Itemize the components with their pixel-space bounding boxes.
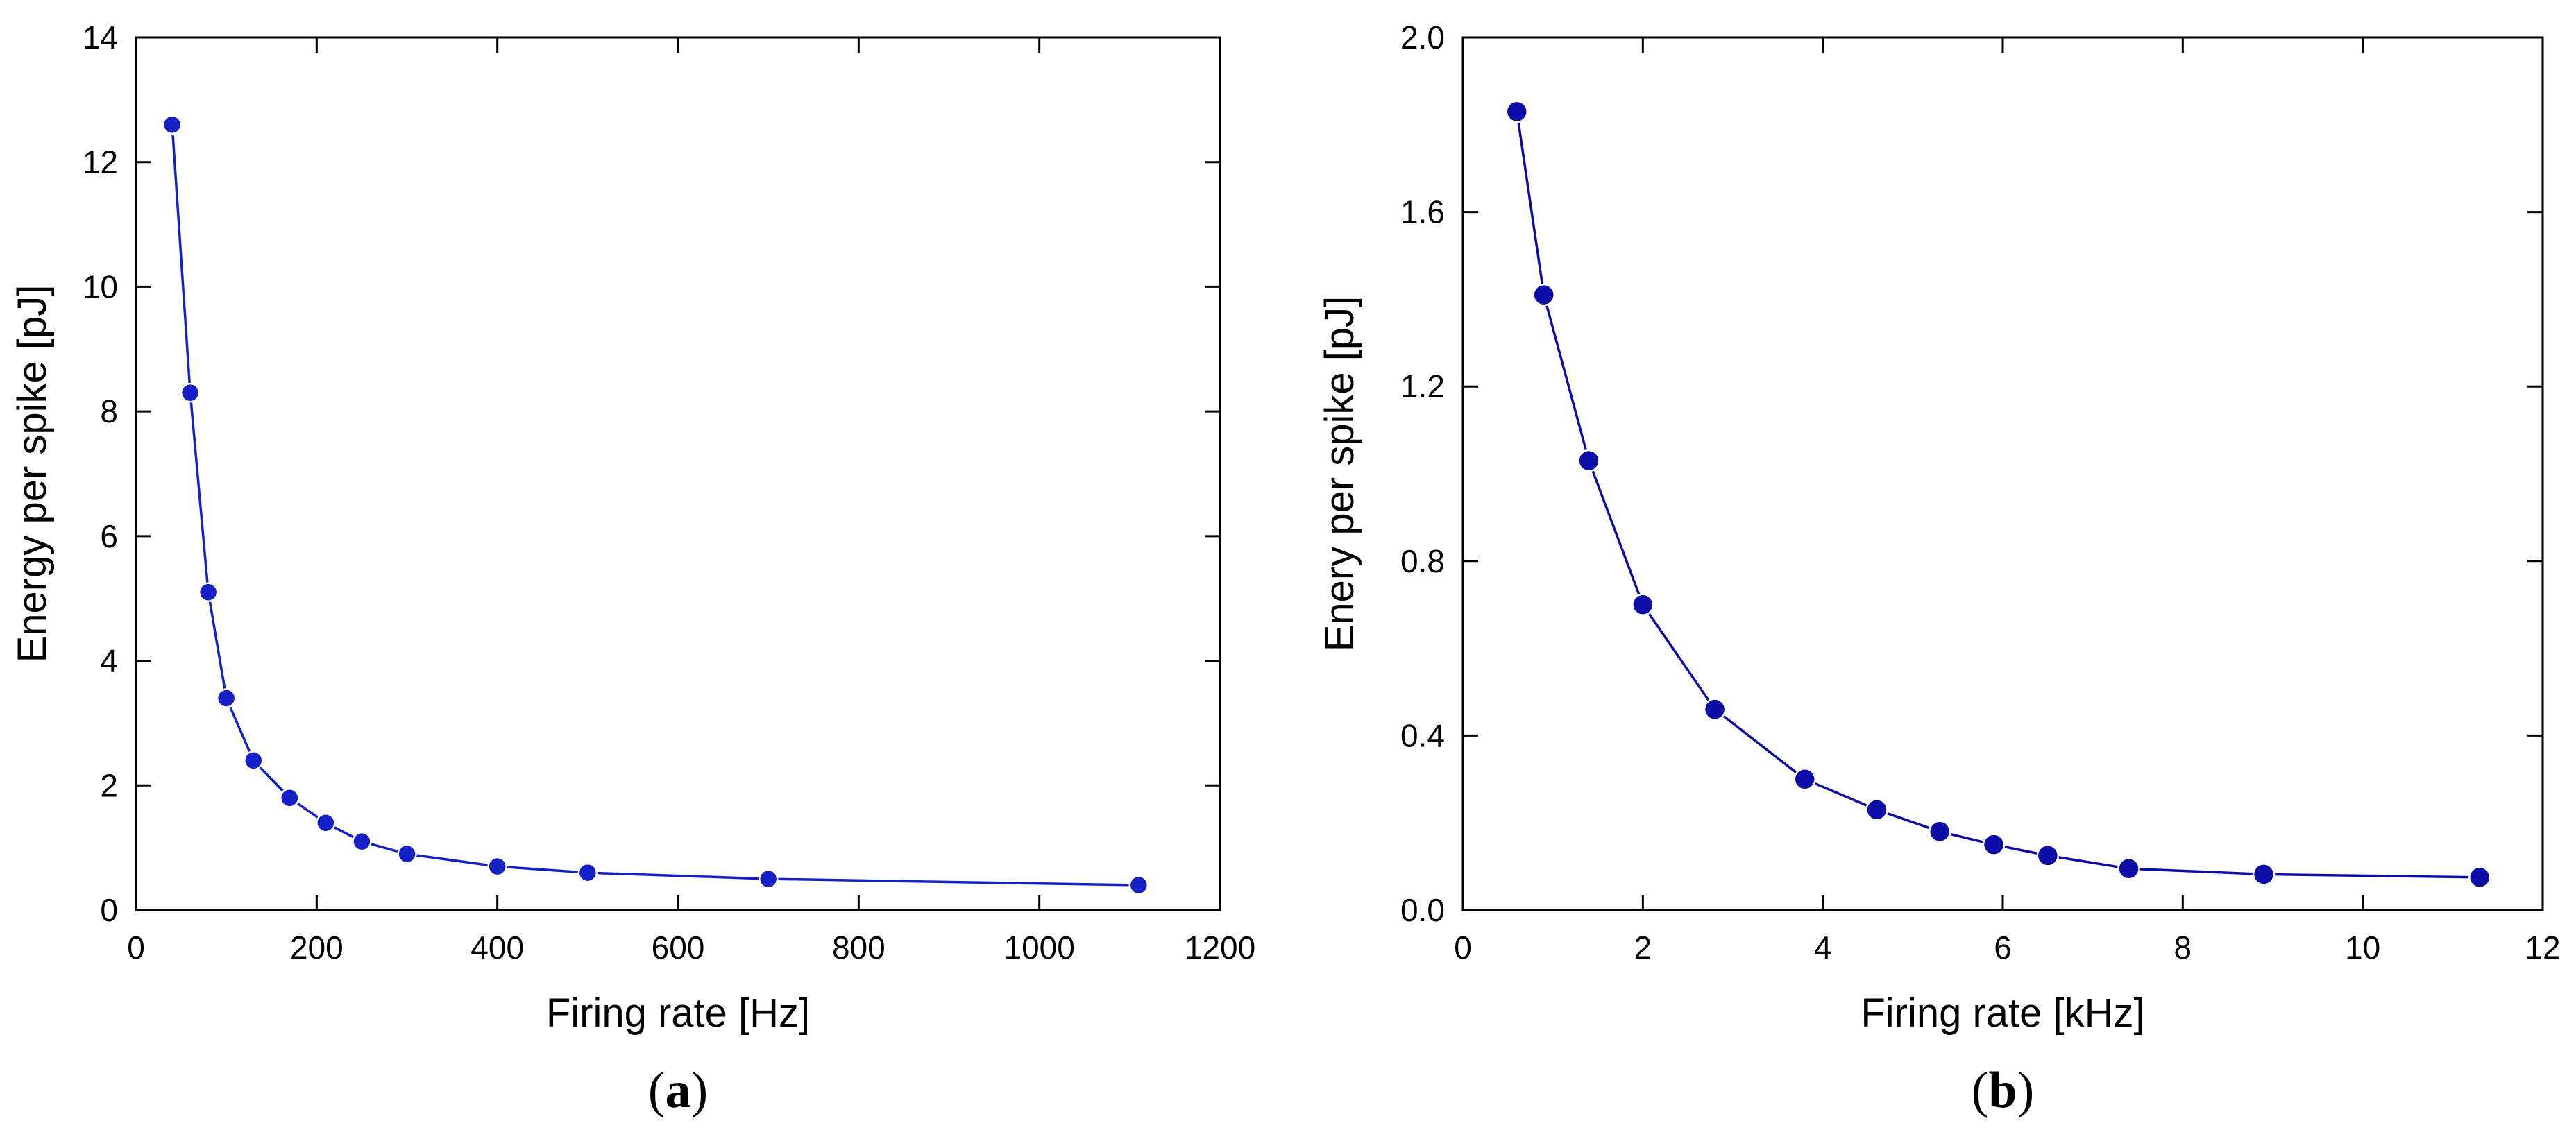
y-tick-label: 14 <box>83 19 118 55</box>
x-axis-title: Firing rate [Hz] <box>546 991 810 1036</box>
data-point <box>2252 863 2276 886</box>
x-axis-title: Firing rate [kHz] <box>1861 991 2144 1036</box>
y-tick-label: 12 <box>83 144 118 180</box>
data-point <box>352 831 372 852</box>
data-point <box>162 114 183 135</box>
panel-label-open: ( <box>648 1062 666 1119</box>
data-point <box>2468 866 2491 889</box>
data-point <box>1632 593 1654 616</box>
chart-panel-a: 0 200 400 600 800 1000 1200 0 2 4 6 8 10 12 14 Firing r… <box>10 19 1255 1119</box>
y-tick-label: 10 <box>83 268 118 305</box>
y-axis-title: Energy per spike [pJ] <box>10 285 55 663</box>
panel-label: (b) <box>1972 1062 2034 1119</box>
plot-frame <box>135 36 1221 911</box>
panel-label-letter: b <box>1988 1062 2017 1119</box>
data-point <box>1982 833 2006 856</box>
y-tick-label: 6 <box>100 518 118 554</box>
data-point <box>1703 698 1727 721</box>
panel-label: (a) <box>648 1062 708 1119</box>
data-point <box>280 788 300 808</box>
data-point <box>198 582 219 602</box>
data-point <box>1128 875 1149 896</box>
y-tick-label: 0.0 <box>1400 892 1445 928</box>
x-tick-label: 0 <box>1454 930 1472 966</box>
y-tick-label: 0.8 <box>1400 543 1445 579</box>
x-tick-label: 8 <box>2174 930 2192 966</box>
x-tick-label: 800 <box>832 930 886 966</box>
data-point <box>2036 844 2060 867</box>
data-point <box>1865 798 1888 821</box>
y-tick-label: 8 <box>100 393 118 429</box>
x-tick-label: 4 <box>1814 930 1832 966</box>
data-point <box>243 751 264 771</box>
x-tick-label: 1000 <box>1003 930 1074 966</box>
x-tick-label: 12 <box>2525 930 2560 966</box>
y-axis-title: Enery per spike [pJ] <box>1317 296 1362 652</box>
data-point <box>487 856 507 877</box>
data-point <box>1505 100 1529 123</box>
y-tick-label: 0.4 <box>1400 717 1445 753</box>
x-tick-label: 0 <box>127 930 145 966</box>
panel-label-close: ) <box>2017 1062 2035 1119</box>
y-tick-label: 2.0 <box>1400 19 1445 55</box>
x-tick-label: 1200 <box>1185 930 1255 966</box>
data-point <box>577 862 598 883</box>
x-tick-label: 6 <box>1994 930 2012 966</box>
x-tick-label: 600 <box>652 930 705 966</box>
data-point <box>316 812 336 833</box>
data-point <box>1577 449 1600 472</box>
data-point <box>180 382 201 403</box>
data-point <box>2117 857 2140 880</box>
x-tick-label: 2 <box>1634 930 1652 966</box>
y-tick-label: 2 <box>100 767 118 803</box>
panel-label-letter: a <box>666 1062 691 1119</box>
x-tick-label: 10 <box>2345 930 2380 966</box>
data-point <box>397 843 417 864</box>
series-line <box>1516 111 2480 879</box>
chart-panel-b: 0 2 4 6 8 10 12 0.0 0.4 0.8 1.2 1.6 2.0 Firing rate [… <box>1317 19 2561 1119</box>
data-point <box>1793 768 1816 791</box>
series-line <box>171 124 1139 887</box>
y-tick-label: 1.2 <box>1400 368 1445 404</box>
data-point <box>216 688 237 708</box>
plot-frame <box>1461 36 2544 911</box>
y-tick-label: 4 <box>100 643 118 679</box>
data-point <box>758 868 779 889</box>
x-tick-label: 400 <box>471 930 524 966</box>
panel-label-close: ) <box>691 1062 709 1119</box>
data-point <box>1928 820 1951 843</box>
data-point <box>1532 283 1555 307</box>
y-tick-label: 0 <box>100 892 118 928</box>
y-tick-label: 1.6 <box>1400 194 1445 230</box>
x-tick-label: 200 <box>290 930 344 966</box>
panel-label-open: ( <box>1972 1062 1989 1119</box>
